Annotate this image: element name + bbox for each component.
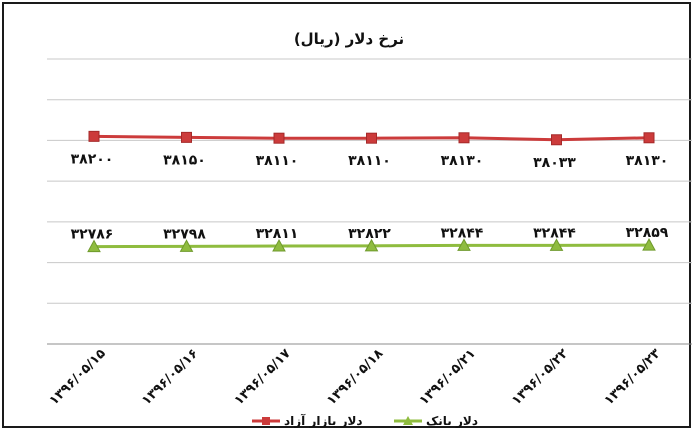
data-point bbox=[643, 132, 655, 144]
data-label: ۳۲۸۴۴ bbox=[441, 225, 484, 241]
legend-label: دلار بانک bbox=[426, 414, 478, 428]
x-axis-labels: ۱۳۹۶/۰۵/۱۵ ۱۳۹۶/۰۵/۱۶ ۱۳۹۶/۰۵/۱۷ ۱۳۹۶/۰۵/۱۸… bbox=[47, 346, 664, 408]
data-label: ۳۲۷۹۸ bbox=[163, 226, 206, 242]
x-tick-label: ۱۳۹۶/۰۵/۲۳ bbox=[602, 346, 664, 408]
data-label: ۳۲۷۸۶ bbox=[71, 227, 114, 243]
x-tick-label: ۱۳۹۶/۰۵/۲۱ bbox=[417, 346, 479, 408]
data-point bbox=[364, 238, 379, 252]
legend-marker bbox=[403, 416, 413, 425]
data-point bbox=[551, 134, 562, 146]
x-tick-label: ۱۳۹۶/۰۵/۱۷ bbox=[232, 346, 294, 408]
data-point bbox=[642, 238, 656, 251]
data-label: ۳۸۱۱۰ bbox=[348, 153, 391, 169]
legend: دلار بازار آزاد دلار بانک bbox=[252, 413, 478, 428]
data-point bbox=[273, 132, 285, 144]
data-label: ۳۸۱۳۰ bbox=[441, 153, 484, 169]
x-tick-label: ۱۳۹۶/۰۵/۲۲ bbox=[509, 346, 571, 408]
data-point bbox=[87, 239, 101, 253]
x-tick-label: ۱۳۹۶/۰۵/۱۵ bbox=[47, 346, 109, 408]
data-label: ۳۲۸۵۹ bbox=[626, 225, 669, 241]
data-label: ۳۸۱۳۰ bbox=[626, 153, 669, 169]
data-label: ۳۲۸۲۲ bbox=[348, 226, 391, 242]
legend-label: دلار بازار آزاد bbox=[284, 413, 363, 428]
chart-frame: نرخ دلار (ریال) ۳۸۲۰۰ ۳۸۱۵۰ ۳۸۱۱۰ ۳۸۱۱۰ ۳۸۱۳… bbox=[2, 2, 692, 428]
data-point bbox=[88, 130, 100, 142]
x-tick-label: ۱۳۹۶/۰۵/۱۸ bbox=[324, 346, 386, 408]
legend-item-2: دلار بانک bbox=[394, 414, 478, 428]
data-point bbox=[272, 239, 286, 252]
data-point bbox=[179, 239, 194, 252]
data-label: ۳۲۸۴۴ bbox=[533, 225, 576, 241]
line-chart: نرخ دلار (ریال) ۳۸۲۰۰ ۳۸۱۵۰ ۳۸۱۱۰ ۳۸۱۱۰ ۳۸۱۳… bbox=[47, 30, 692, 428]
data-point bbox=[457, 238, 471, 251]
data-label: ۳۲۸۱۱ bbox=[256, 226, 299, 242]
chart-title: نرخ دلار (ریال) bbox=[294, 30, 404, 48]
data-point bbox=[366, 132, 377, 144]
gridlines bbox=[47, 58, 692, 345]
data-point bbox=[549, 238, 564, 251]
data-point bbox=[181, 131, 192, 143]
series-1: ۳۸۲۰۰ ۳۸۱۵۰ ۳۸۱۱۰ ۳۸۱۱۰ ۳۸۱۳۰ ۳۸۰۳۳ ۳۸۱۳۰ bbox=[71, 130, 669, 171]
series-2: ۳۲۷۸۶ ۳۲۷۹۸ ۳۲۸۱۱ ۳۲۸۲۲ ۳۲۸۴۴ ۳۲۸۴۴ ۳۲۸۵۹ bbox=[71, 225, 669, 253]
x-tick-label: ۱۳۹۶/۰۵/۱۶ bbox=[139, 346, 201, 408]
series-layer: ۳۸۲۰۰ ۳۸۱۵۰ ۳۸۱۱۰ ۳۸۱۱۰ ۳۸۱۳۰ ۳۸۰۳۳ ۳۸۱۳۰ ۳۲۷۸۶… bbox=[71, 130, 669, 253]
data-label: ۳۸۱۵۰ bbox=[163, 152, 206, 168]
data-label: ۳۸۰۳۳ bbox=[533, 155, 576, 171]
data-label: ۳۸۱۱۰ bbox=[256, 153, 299, 169]
data-point bbox=[458, 132, 470, 144]
legend-marker bbox=[262, 417, 270, 425]
data-label: ۳۸۲۰۰ bbox=[71, 151, 114, 167]
legend-item-1: دلار بازار آزاد bbox=[252, 413, 363, 428]
